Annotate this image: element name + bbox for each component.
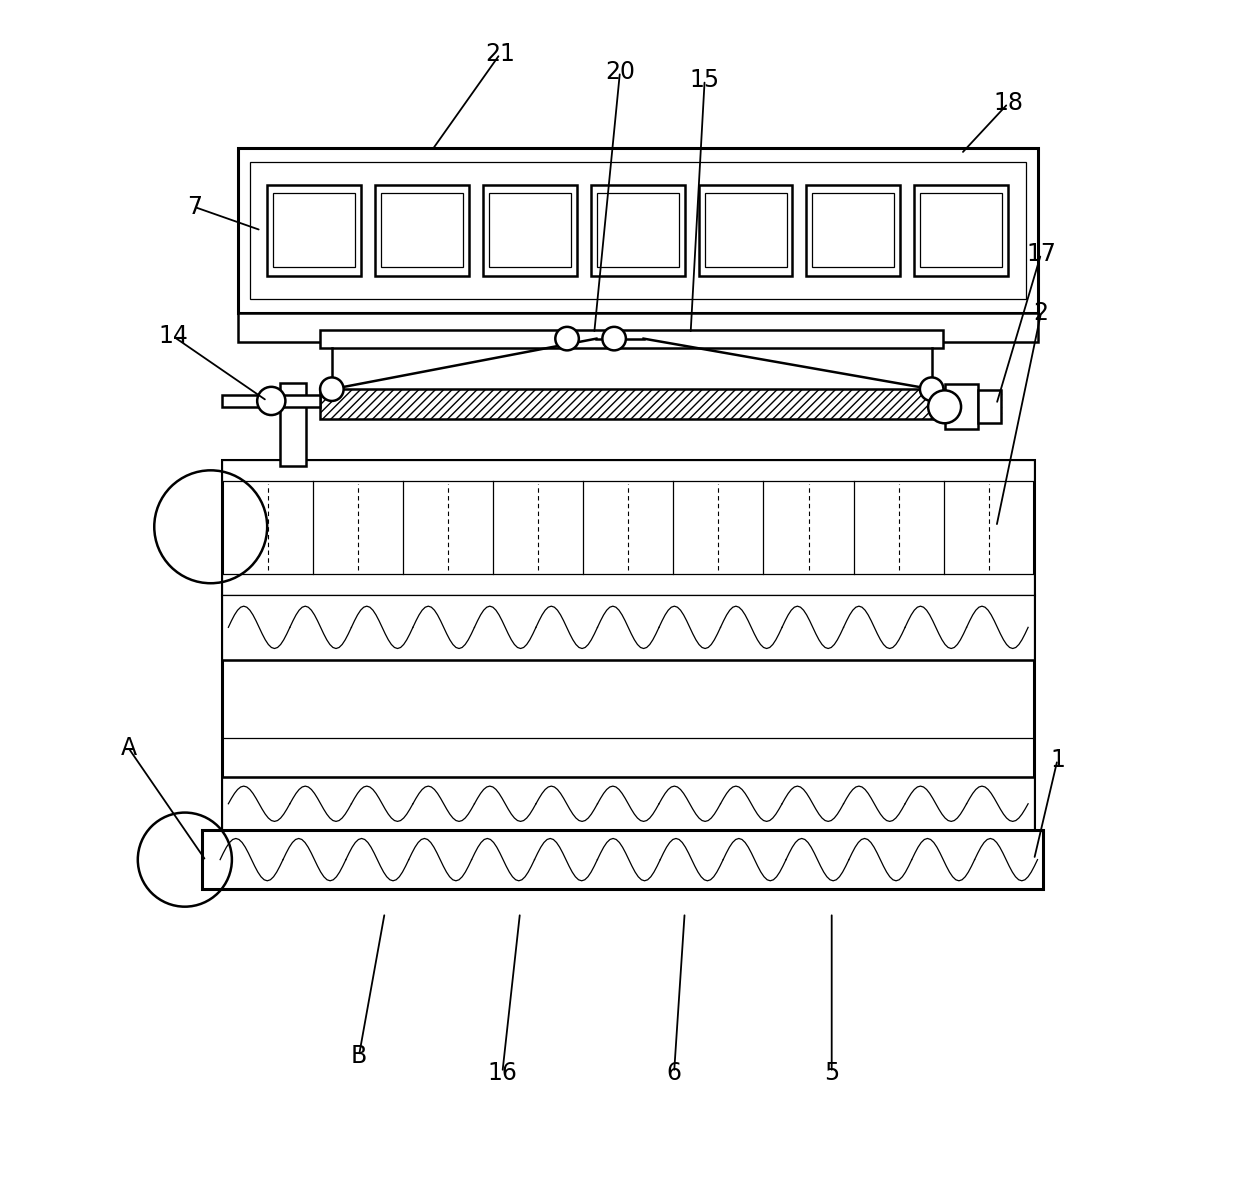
Bar	[202, 831, 1043, 889]
Bar	[812, 193, 894, 268]
Bar	[222, 395, 320, 407]
Bar	[238, 148, 1038, 313]
Text: 15: 15	[689, 68, 719, 92]
Bar	[320, 389, 944, 419]
Text: 14: 14	[159, 324, 188, 349]
Bar	[914, 186, 1008, 276]
Text: 20: 20	[605, 60, 635, 83]
Text: 6: 6	[667, 1060, 682, 1084]
Bar	[590, 186, 684, 276]
Circle shape	[920, 377, 944, 401]
Bar	[222, 595, 1034, 659]
Circle shape	[929, 390, 961, 424]
Text: B: B	[351, 1044, 367, 1069]
Bar	[273, 193, 355, 268]
Text: 18: 18	[993, 92, 1023, 115]
Text: 21: 21	[485, 42, 515, 65]
Bar	[280, 383, 306, 465]
Text: 5: 5	[825, 1060, 839, 1084]
Circle shape	[257, 387, 285, 415]
Circle shape	[603, 327, 626, 350]
Circle shape	[556, 327, 579, 350]
Bar	[374, 186, 469, 276]
Bar	[698, 186, 792, 276]
Text: A: A	[120, 735, 136, 760]
Bar	[482, 186, 577, 276]
Bar	[222, 574, 1034, 595]
Bar	[222, 595, 1034, 831]
Text: 16: 16	[487, 1060, 517, 1084]
Circle shape	[320, 377, 343, 401]
Text: 17: 17	[1027, 242, 1056, 265]
Bar	[704, 193, 786, 268]
Bar	[222, 777, 1034, 831]
Bar	[489, 193, 570, 268]
Bar	[267, 186, 361, 276]
Bar	[238, 313, 1038, 343]
Bar	[920, 193, 1002, 268]
Bar	[977, 390, 1001, 424]
Text: 2: 2	[1034, 301, 1049, 325]
Bar	[806, 186, 900, 276]
Bar	[320, 331, 944, 347]
Bar	[381, 193, 463, 268]
Bar	[222, 459, 1034, 595]
Bar	[596, 193, 678, 268]
Bar	[222, 459, 1034, 481]
Text: 1: 1	[1050, 747, 1065, 771]
Bar	[945, 384, 977, 430]
Text: 7: 7	[187, 195, 202, 219]
Bar	[249, 162, 1025, 299]
